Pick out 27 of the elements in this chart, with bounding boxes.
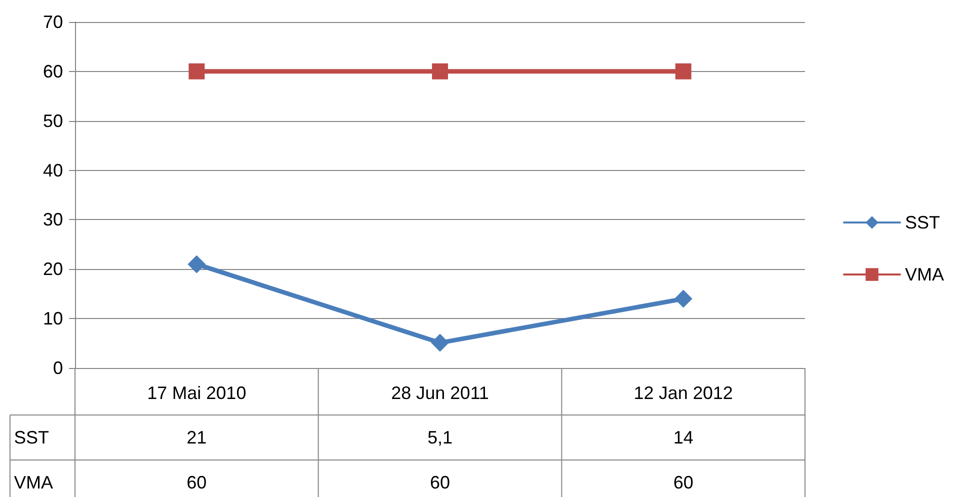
point xyxy=(188,255,206,274)
text: VMA xyxy=(14,472,54,492)
y-tick-label: 50 xyxy=(42,110,63,131)
point xyxy=(188,63,205,80)
data-label: 60 xyxy=(430,472,450,492)
legend-label: VMA xyxy=(904,264,944,284)
x-tick-label: 17 Mai 2010 xyxy=(147,383,246,403)
x-tick-label: 12 Jan 2012 xyxy=(634,383,733,403)
data-label: 60 xyxy=(673,472,694,492)
y-tick-label: 20 xyxy=(42,259,63,280)
x-tick-label: 28 Jun 2011 xyxy=(391,383,489,403)
data-label: 5,1 xyxy=(427,428,453,448)
y-tick-label: 30 xyxy=(42,210,63,230)
y-tick-label: 60 xyxy=(42,61,63,82)
y-tick-label: 10 xyxy=(42,308,63,329)
y-tick-label: 0 xyxy=(52,358,63,378)
y-tick-label: 70 xyxy=(42,12,63,32)
point xyxy=(432,63,448,80)
y-tick-label: 40 xyxy=(42,160,63,180)
text: SST xyxy=(14,428,50,448)
point xyxy=(431,334,449,352)
legend-label: SST xyxy=(904,212,940,232)
data-label: 14 xyxy=(673,428,694,448)
data-label: 60 xyxy=(186,472,207,492)
point xyxy=(674,290,692,308)
data-label: 21 xyxy=(186,428,207,448)
point xyxy=(675,63,692,80)
